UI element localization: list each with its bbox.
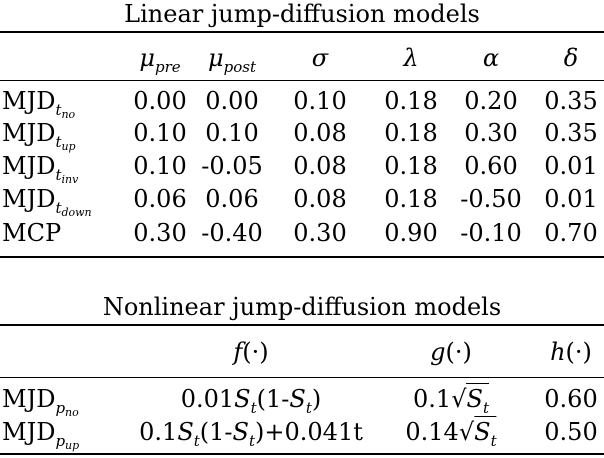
- subscript-nested: no: [65, 406, 79, 419]
- h-value-cell: 0.60: [544, 385, 598, 413]
- linear-cell: 0.35: [544, 87, 598, 115]
- linear-table-caption: Linear jump-diffusion models: [124, 0, 480, 28]
- linear-cell: 0.30: [464, 119, 518, 147]
- linear-cell: 0.30: [293, 219, 347, 247]
- linear-cell: 0.06: [205, 185, 259, 213]
- g-radicand-var: S: [466, 385, 483, 413]
- linear-row-label: MJDtup: [2, 118, 76, 153]
- nonlinear-row-label: MJDpno: [2, 384, 79, 419]
- g-radicand: St: [466, 383, 489, 417]
- linear-cell: -0.40: [201, 219, 263, 247]
- linear-cell: 0.35: [544, 119, 598, 147]
- subscript-main: t: [55, 166, 62, 184]
- model-name: MJD: [2, 418, 56, 446]
- linear-cell: -0.10: [460, 219, 522, 247]
- linear-cell: 0.08: [293, 119, 347, 147]
- subscript-main: p: [55, 432, 66, 450]
- linear-bottom-rule: [0, 256, 604, 258]
- g-coefficient: 0.14: [405, 418, 459, 446]
- sqrt-icon: √: [451, 385, 467, 413]
- model-subscript: pup: [55, 432, 80, 452]
- linear-row-label: MJDtinv: [2, 151, 79, 186]
- linear-cell: 0.06: [133, 185, 187, 213]
- model-name: MCP: [2, 219, 62, 247]
- linear-cell: 0.01: [544, 185, 598, 213]
- g-radicand: St: [474, 416, 497, 450]
- f-function-cell: 0.01S(1-S)0.01St(1-St): [180, 384, 322, 417]
- model-name: MJD: [2, 385, 56, 413]
- linear-cell: 0.18: [384, 152, 438, 180]
- nonlinear-bottom-rule: [0, 453, 604, 455]
- linear-row-label: MJDtno: [2, 86, 76, 121]
- model-subscript: tdown: [55, 199, 92, 219]
- subscript-main: t: [55, 101, 62, 119]
- g-function-cell: 0.1√St: [413, 383, 489, 417]
- linear-row-label: MCP: [2, 218, 61, 248]
- model-name: MJD: [2, 119, 56, 147]
- header-lambda: λ: [403, 44, 419, 72]
- header-mu-post: μpost: [208, 44, 256, 76]
- linear-cell: 0.30: [133, 219, 187, 247]
- linear-cell: 0.10: [133, 152, 187, 180]
- linear-cell: 0.00: [133, 87, 187, 115]
- linear-cell: 0.18: [384, 87, 438, 115]
- subscript-main: t: [55, 199, 62, 217]
- f-function-render: 0.1St(1-St)+0.041t: [139, 418, 363, 450]
- model-name: MJD: [2, 152, 56, 180]
- linear-cell: 0.10: [205, 119, 259, 147]
- subscript-nested: no: [61, 108, 76, 121]
- h-value-cell: 0.50: [544, 418, 598, 446]
- linear-header-rule: [0, 80, 604, 81]
- g-function-cell: 0.14√St: [405, 416, 497, 450]
- subscript-main: p: [55, 399, 66, 417]
- linear-cell: 0.90: [384, 219, 438, 247]
- nonlinear-header-rule: [0, 377, 604, 378]
- nonlinear-row-label: MJDpup: [2, 417, 80, 452]
- linear-cell: -0.05: [201, 152, 263, 180]
- linear-cell: -0.50: [460, 185, 522, 213]
- linear-cell: 0.18: [384, 119, 438, 147]
- linear-cell: 0.08: [293, 152, 347, 180]
- linear-cell: 0.18: [384, 185, 438, 213]
- subscript-nested: inv: [61, 173, 79, 186]
- linear-cell: 0.60: [464, 152, 518, 180]
- model-subscript: tno: [55, 101, 76, 121]
- header-alpha: α: [482, 44, 500, 72]
- model-subscript: tinv: [55, 166, 79, 186]
- linear-cell: 0.20: [464, 87, 518, 115]
- header-delta: δ: [563, 44, 579, 72]
- subscript-main: t: [55, 133, 62, 151]
- header-sigma: σ: [311, 44, 329, 72]
- g-coefficient: 0.1: [413, 385, 452, 413]
- header-h: h(·): [550, 338, 592, 366]
- linear-top-rule: [0, 31, 604, 33]
- subscript-nested: up: [61, 140, 76, 153]
- linear-row-label: MJDtdown: [2, 184, 92, 219]
- g-radicand-var: S: [474, 418, 491, 446]
- model-subscript: pno: [55, 399, 79, 419]
- subscript-nested: down: [61, 206, 92, 219]
- linear-cell: 0.10: [133, 119, 187, 147]
- nonlinear-top-rule: [0, 324, 604, 326]
- linear-cell: 0.70: [544, 219, 598, 247]
- f-function-render: 0.01St(1-St): [180, 385, 322, 417]
- model-subscript: tup: [55, 133, 76, 153]
- header-f: f(·): [233, 338, 269, 366]
- sqrt-icon: √: [458, 418, 475, 446]
- nonlinear-table-caption: Nonlinear jump-diffusion models: [102, 293, 502, 321]
- linear-cell: 0.00: [205, 87, 259, 115]
- header-g: g(·): [430, 338, 472, 366]
- model-name: MJD: [2, 185, 56, 213]
- subscript-nested: up: [65, 439, 80, 452]
- linear-cell: 0.08: [293, 185, 347, 213]
- linear-cell: 0.10: [293, 87, 347, 115]
- linear-cell: 0.01: [544, 152, 598, 180]
- header-mu-pre: μpre: [139, 44, 181, 76]
- model-name: MJD: [2, 87, 56, 115]
